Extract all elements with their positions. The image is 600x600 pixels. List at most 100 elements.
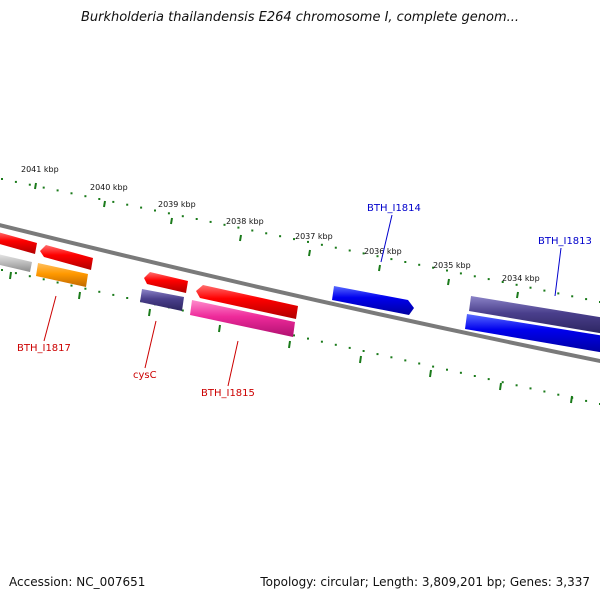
inner-tick-dot bbox=[515, 384, 518, 387]
outer-tick-dot bbox=[237, 226, 240, 229]
gene-feature-navy-cysc[interactable] bbox=[140, 289, 184, 311]
kbp-label-2039: 2039 kbp bbox=[158, 200, 196, 209]
kbp-label-2036: 2036 kbp bbox=[364, 247, 402, 256]
gene-feature-red-large[interactable] bbox=[196, 285, 298, 319]
inner-tick-dot bbox=[473, 375, 476, 377]
gene-feature-magenta[interactable] bbox=[190, 300, 295, 337]
outer-tick-dot bbox=[459, 272, 462, 275]
outer-tick-dot bbox=[515, 283, 518, 286]
outer-tick-dot bbox=[1, 178, 3, 180]
outer-tick-dot bbox=[209, 220, 212, 223]
kbp-label-2041: 2041 kbp bbox=[21, 165, 59, 174]
outer-tick-dot bbox=[154, 209, 156, 212]
outer-tick-dot bbox=[376, 255, 379, 258]
outer-tick-dot bbox=[348, 249, 351, 252]
topology-text: Topology: circular; Length: 3,809,201 bp… bbox=[260, 575, 590, 589]
outer-tick-dot bbox=[112, 200, 115, 203]
label-leaders bbox=[43, 214, 562, 387]
inner-tick-dot bbox=[42, 278, 45, 281]
gene-feature-orange[interactable] bbox=[36, 263, 88, 287]
outer-tick-dot bbox=[70, 192, 73, 195]
outer-tick-dot bbox=[557, 292, 560, 295]
outer-tick-dot bbox=[487, 278, 490, 281]
outer-tick-dot bbox=[181, 215, 184, 218]
inner-tick-dot bbox=[446, 368, 448, 371]
inner-tick-dot bbox=[181, 309, 184, 312]
gene-feature-red-left[interactable] bbox=[0, 232, 37, 254]
gene-label-bth-i1817[interactable]: BTH_I1817 bbox=[17, 343, 71, 354]
gene-feature-bth-i1813-blue[interactable] bbox=[465, 314, 600, 353]
chromosome-backbone bbox=[0, 223, 600, 364]
outer-tick-dot bbox=[390, 258, 393, 261]
inner-tick-dot bbox=[84, 287, 87, 290]
inner-tick-dot bbox=[529, 387, 532, 390]
outer-tick-dot bbox=[404, 261, 407, 263]
inner-tick-dot bbox=[293, 334, 295, 337]
outer-tick-dot bbox=[585, 298, 588, 301]
kbp-label-2035: 2035 kbp bbox=[433, 261, 471, 270]
gene-label-bth-i1813[interactable]: BTH_I1813 bbox=[538, 236, 592, 247]
inner-tick-dot bbox=[70, 284, 73, 287]
outer-tick-dot bbox=[251, 229, 254, 232]
outer-tick-dot bbox=[223, 223, 226, 226]
outer-tick-dot bbox=[140, 206, 143, 209]
outer-tick-dot bbox=[432, 266, 435, 269]
outer-tick-dot bbox=[362, 252, 365, 255]
outer-tick-dot bbox=[98, 198, 101, 200]
outer-tick-dot bbox=[501, 281, 504, 283]
gene-feature-red-cysc-above[interactable] bbox=[144, 272, 188, 293]
gene-feature-bth-i1814[interactable] bbox=[332, 286, 414, 315]
inner-tick-dot bbox=[418, 362, 421, 365]
outer-tick-dot bbox=[473, 275, 476, 278]
kbp-label-2038: 2038 kbp bbox=[226, 217, 264, 226]
inner-tick-dot bbox=[320, 340, 323, 343]
outer-tick-dot bbox=[446, 269, 448, 272]
gene-feature-red-2[interactable] bbox=[40, 245, 93, 270]
outer-tick-dot bbox=[320, 243, 323, 246]
inner-tick-dot bbox=[459, 371, 462, 374]
inner-tick-dot bbox=[376, 353, 379, 356]
kbp-label-2040: 2040 kbp bbox=[90, 183, 128, 192]
kbp-label-2034: 2034 kbp bbox=[502, 274, 540, 283]
inner-tick-dot bbox=[28, 275, 31, 278]
outer-tick-dot bbox=[14, 180, 17, 183]
gene-label-bth-i1815[interactable]: BTH_I1815 bbox=[201, 388, 255, 399]
inner-tick-dot bbox=[334, 343, 337, 346]
inner-tick-dot bbox=[14, 272, 17, 275]
outer-tick-dot bbox=[84, 195, 87, 198]
outer-tick-dot bbox=[56, 189, 59, 192]
outer-tick-dot bbox=[418, 263, 421, 266]
outer-tick-dot bbox=[195, 218, 198, 220]
inner-tick-dot bbox=[487, 378, 490, 381]
gene-label-cysc[interactable]: cysC bbox=[133, 370, 157, 381]
inner-tick-dot bbox=[112, 293, 115, 296]
outer-tick-dot bbox=[293, 238, 295, 241]
outer-tick-dot bbox=[126, 203, 129, 206]
outer-tick-dot bbox=[28, 183, 31, 186]
outer-tick-dot bbox=[279, 235, 282, 238]
inner-tick-dot bbox=[307, 337, 309, 340]
gene-label-bth-i1814[interactable]: BTH_I1814 bbox=[367, 203, 421, 214]
inner-tick-dot bbox=[98, 290, 101, 293]
gene-feature-bth-i1813-navy[interactable] bbox=[469, 296, 600, 334]
kbp-label-2037: 2037 kbp bbox=[295, 232, 333, 241]
inner-major-ticks bbox=[9, 271, 573, 404]
outer-tick-dot bbox=[265, 232, 268, 235]
outer-tick-dot bbox=[571, 295, 574, 298]
inner-tick-dot bbox=[362, 350, 365, 352]
inner-tick-dot bbox=[126, 297, 129, 299]
inner-tick-dot bbox=[390, 356, 393, 359]
inner-tick-dot bbox=[404, 359, 407, 362]
inner-tick-dot bbox=[1, 269, 3, 271]
inner-tick-dot bbox=[543, 390, 546, 393]
outer-tick-dot bbox=[307, 240, 309, 243]
inner-tick-dot bbox=[557, 393, 560, 396]
outer-major-ticks bbox=[34, 182, 519, 299]
map-title: Burkholderia thailandensis E264 chromoso… bbox=[80, 10, 520, 25]
outer-tick-dot bbox=[167, 212, 170, 215]
inner-tick-track bbox=[1, 269, 600, 405]
accession-text: Accession: NC_007651 bbox=[9, 575, 146, 589]
gene-feature-gray[interactable] bbox=[0, 254, 32, 272]
outer-tick-dot bbox=[543, 289, 546, 292]
